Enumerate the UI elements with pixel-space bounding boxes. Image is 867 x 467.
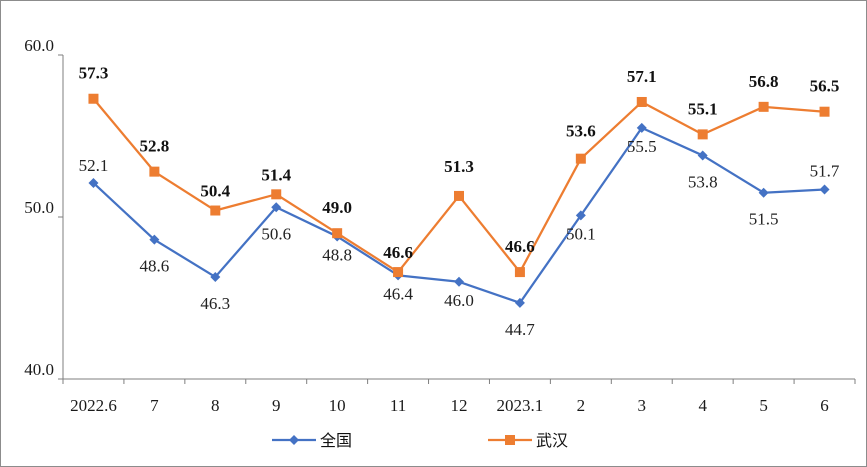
data-point-marker bbox=[88, 177, 99, 188]
legend-marker bbox=[505, 435, 515, 445]
x-tick-label: 11 bbox=[390, 396, 406, 415]
data-label: 51.7 bbox=[810, 161, 840, 180]
x-tick-label: 9 bbox=[272, 396, 281, 415]
data-point-marker bbox=[149, 166, 160, 177]
data-label: 50.6 bbox=[261, 224, 291, 243]
legend-label: 全国 bbox=[320, 431, 352, 450]
data-label: 57.3 bbox=[79, 64, 109, 83]
x-tick-label: 12 bbox=[451, 396, 468, 415]
data-label: 51.3 bbox=[444, 157, 474, 176]
data-label: 56.5 bbox=[810, 77, 840, 96]
data-point-marker bbox=[636, 96, 647, 107]
data-point-marker bbox=[454, 190, 464, 201]
data-label: 53.6 bbox=[566, 122, 596, 141]
data-label: 48.6 bbox=[140, 257, 170, 276]
x-tick-label: 10 bbox=[329, 396, 346, 415]
x-tick-label: 2023.1 bbox=[497, 396, 544, 415]
legend-label: 武汉 bbox=[536, 431, 568, 450]
data-point-marker bbox=[575, 210, 586, 221]
data-point-marker bbox=[697, 150, 708, 161]
y-tick-label: 60.0 bbox=[24, 36, 54, 55]
data-label: 50.4 bbox=[200, 182, 230, 201]
data-point-marker bbox=[514, 297, 525, 308]
data-label: 56.8 bbox=[749, 72, 779, 91]
data-label: 55.1 bbox=[688, 99, 718, 118]
data-point-marker bbox=[149, 234, 160, 245]
data-label: 46.3 bbox=[200, 294, 230, 313]
data-label: 46.6 bbox=[383, 243, 413, 262]
data-point-marker bbox=[271, 202, 282, 213]
x-tick-label: 5 bbox=[759, 396, 768, 415]
x-tick-label: 2022.6 bbox=[70, 396, 117, 415]
data-label: 57.1 bbox=[627, 67, 657, 86]
data-point-marker bbox=[271, 189, 282, 200]
data-point-marker bbox=[758, 101, 769, 112]
series-line-0 bbox=[92, 126, 825, 304]
data-point-marker bbox=[514, 267, 525, 278]
x-tick-label: 7 bbox=[150, 396, 159, 415]
data-label: 46.4 bbox=[383, 284, 413, 303]
y-tick-label: 40.0 bbox=[24, 360, 54, 379]
data-label: 49.0 bbox=[322, 198, 352, 217]
x-tick-label: 4 bbox=[698, 396, 707, 415]
data-point-marker bbox=[210, 205, 221, 216]
data-label: 46.6 bbox=[505, 237, 535, 256]
data-label: 48.8 bbox=[322, 245, 352, 264]
legend-marker bbox=[289, 435, 299, 445]
data-label: 51.5 bbox=[749, 210, 779, 229]
data-label: 44.7 bbox=[505, 320, 535, 339]
x-tick-label: 3 bbox=[638, 396, 647, 415]
data-label: 50.1 bbox=[566, 224, 596, 243]
x-tick-label: 6 bbox=[820, 396, 829, 415]
data-point-marker bbox=[697, 129, 708, 140]
data-label: 52.8 bbox=[140, 137, 170, 156]
data-point-marker bbox=[575, 153, 586, 164]
data-point-marker bbox=[758, 187, 769, 198]
data-point-marker bbox=[819, 106, 830, 117]
x-tick-label: 2 bbox=[577, 396, 586, 415]
data-label: 51.4 bbox=[261, 165, 291, 184]
data-point-marker bbox=[393, 267, 404, 278]
data-point-marker bbox=[88, 93, 99, 104]
data-label: 53.8 bbox=[688, 172, 718, 191]
y-tick-label: 50.0 bbox=[24, 198, 54, 217]
data-label: 52.1 bbox=[79, 156, 109, 175]
x-tick-label: 8 bbox=[211, 396, 220, 415]
data-label: 46.0 bbox=[444, 291, 474, 310]
data-point-marker bbox=[636, 122, 647, 133]
data-label: 55.5 bbox=[627, 137, 657, 156]
data-point-marker bbox=[332, 228, 343, 239]
data-point-marker bbox=[819, 184, 830, 195]
data-point-marker bbox=[210, 271, 221, 282]
data-point-marker bbox=[454, 276, 464, 287]
